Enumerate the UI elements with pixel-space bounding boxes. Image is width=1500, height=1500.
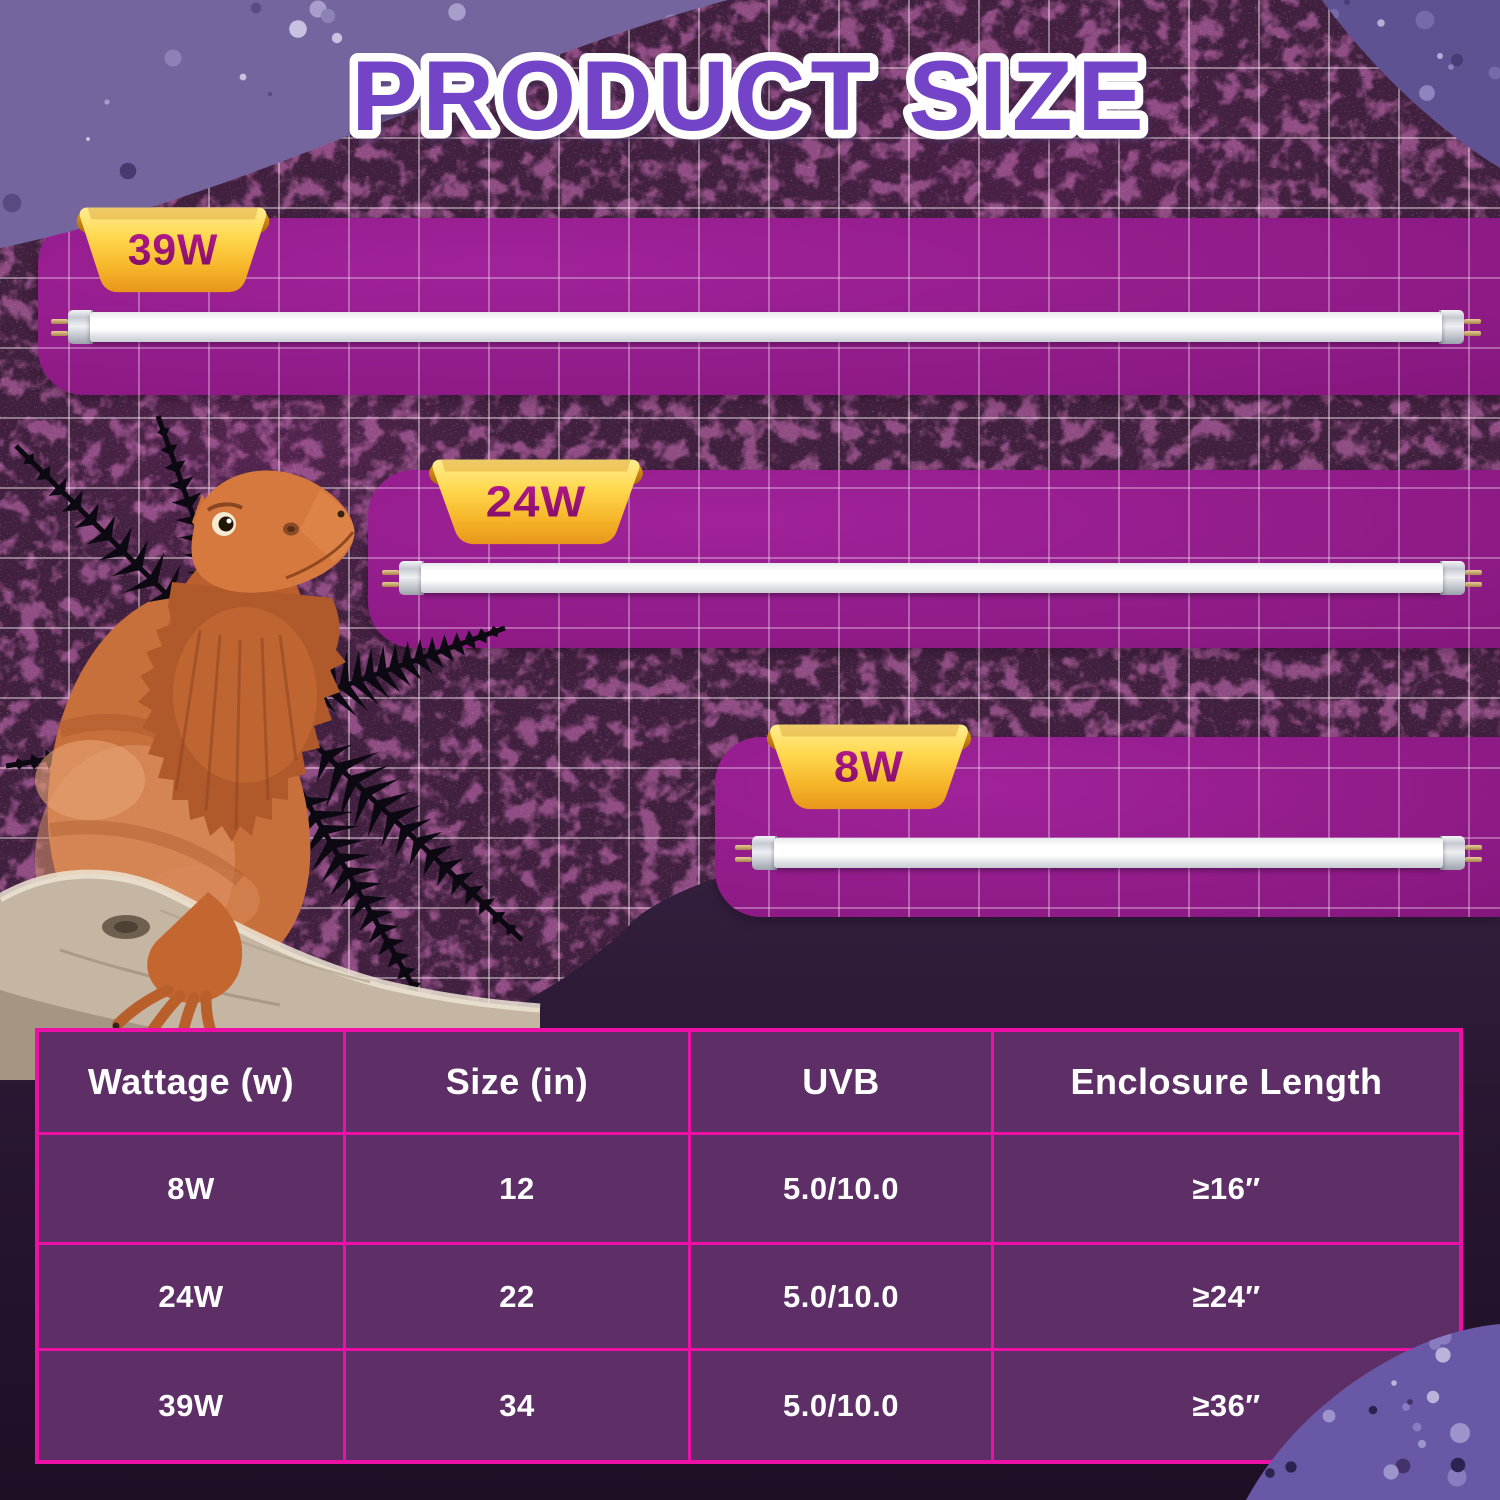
uvb-tube-39w [51, 310, 1481, 344]
tube-pin [382, 582, 399, 587]
tube-pin [1465, 570, 1482, 575]
uvb-tube-24w [382, 561, 1482, 595]
tube-pin [1464, 319, 1481, 324]
tube-body [774, 838, 1443, 868]
spec-table-cell: 5.0/10.0 [691, 1135, 991, 1242]
wattage-badge-8w: 8W [766, 724, 972, 810]
spec-table-cell: 34 [346, 1351, 688, 1460]
spec-table-header-uvb: UVB [691, 1032, 991, 1132]
tube-pin [1464, 331, 1481, 336]
tube-pin [1465, 845, 1482, 850]
spec-table: Wattage (w) Size (in) UVB Enclosure Leng… [35, 1028, 1463, 1464]
tube-pin [51, 331, 68, 336]
uvb-tube-8w [735, 836, 1482, 870]
tube-pin [735, 845, 752, 850]
tube-body [90, 312, 1442, 342]
wattage-badge-label: 39W [128, 226, 219, 274]
wattage-badge-39w: 39W [76, 207, 270, 293]
spec-table-cell: 5.0/10.0 [691, 1351, 991, 1460]
spec-table-cell: 24W [39, 1245, 343, 1348]
tube-body [421, 563, 1443, 593]
tube-pin [51, 319, 68, 324]
wattage-badge-24w: 24W [429, 459, 643, 545]
spec-table-cell: 22 [346, 1245, 688, 1348]
tube-end-cap [1439, 310, 1464, 344]
tube-pin [1465, 582, 1482, 587]
wattage-badge-label: 8W [834, 743, 904, 791]
spec-table-cell: 39W [39, 1351, 343, 1460]
spec-table-cell: 12 [346, 1135, 688, 1242]
tube-pin [1465, 857, 1482, 862]
tube-pin [382, 570, 399, 575]
tube-end-cap [1440, 836, 1465, 870]
spec-table-cell: ≥16″ [994, 1135, 1459, 1242]
wattage-badge-label: 24W [486, 477, 587, 526]
spec-table-cell: 8W [39, 1135, 343, 1242]
tube-end-cap [1440, 561, 1465, 595]
tube-pin [735, 857, 752, 862]
spec-table-header-enclosure-length: Enclosure Length [994, 1032, 1459, 1132]
spec-table-header-size: Size (in) [346, 1032, 688, 1132]
spec-table-cell: ≥36″ [994, 1351, 1459, 1460]
spec-table-cell: ≥24″ [994, 1245, 1459, 1348]
spec-table-header-wattage: Wattage (w) [39, 1032, 343, 1132]
spec-table-cell: 5.0/10.0 [691, 1245, 991, 1348]
